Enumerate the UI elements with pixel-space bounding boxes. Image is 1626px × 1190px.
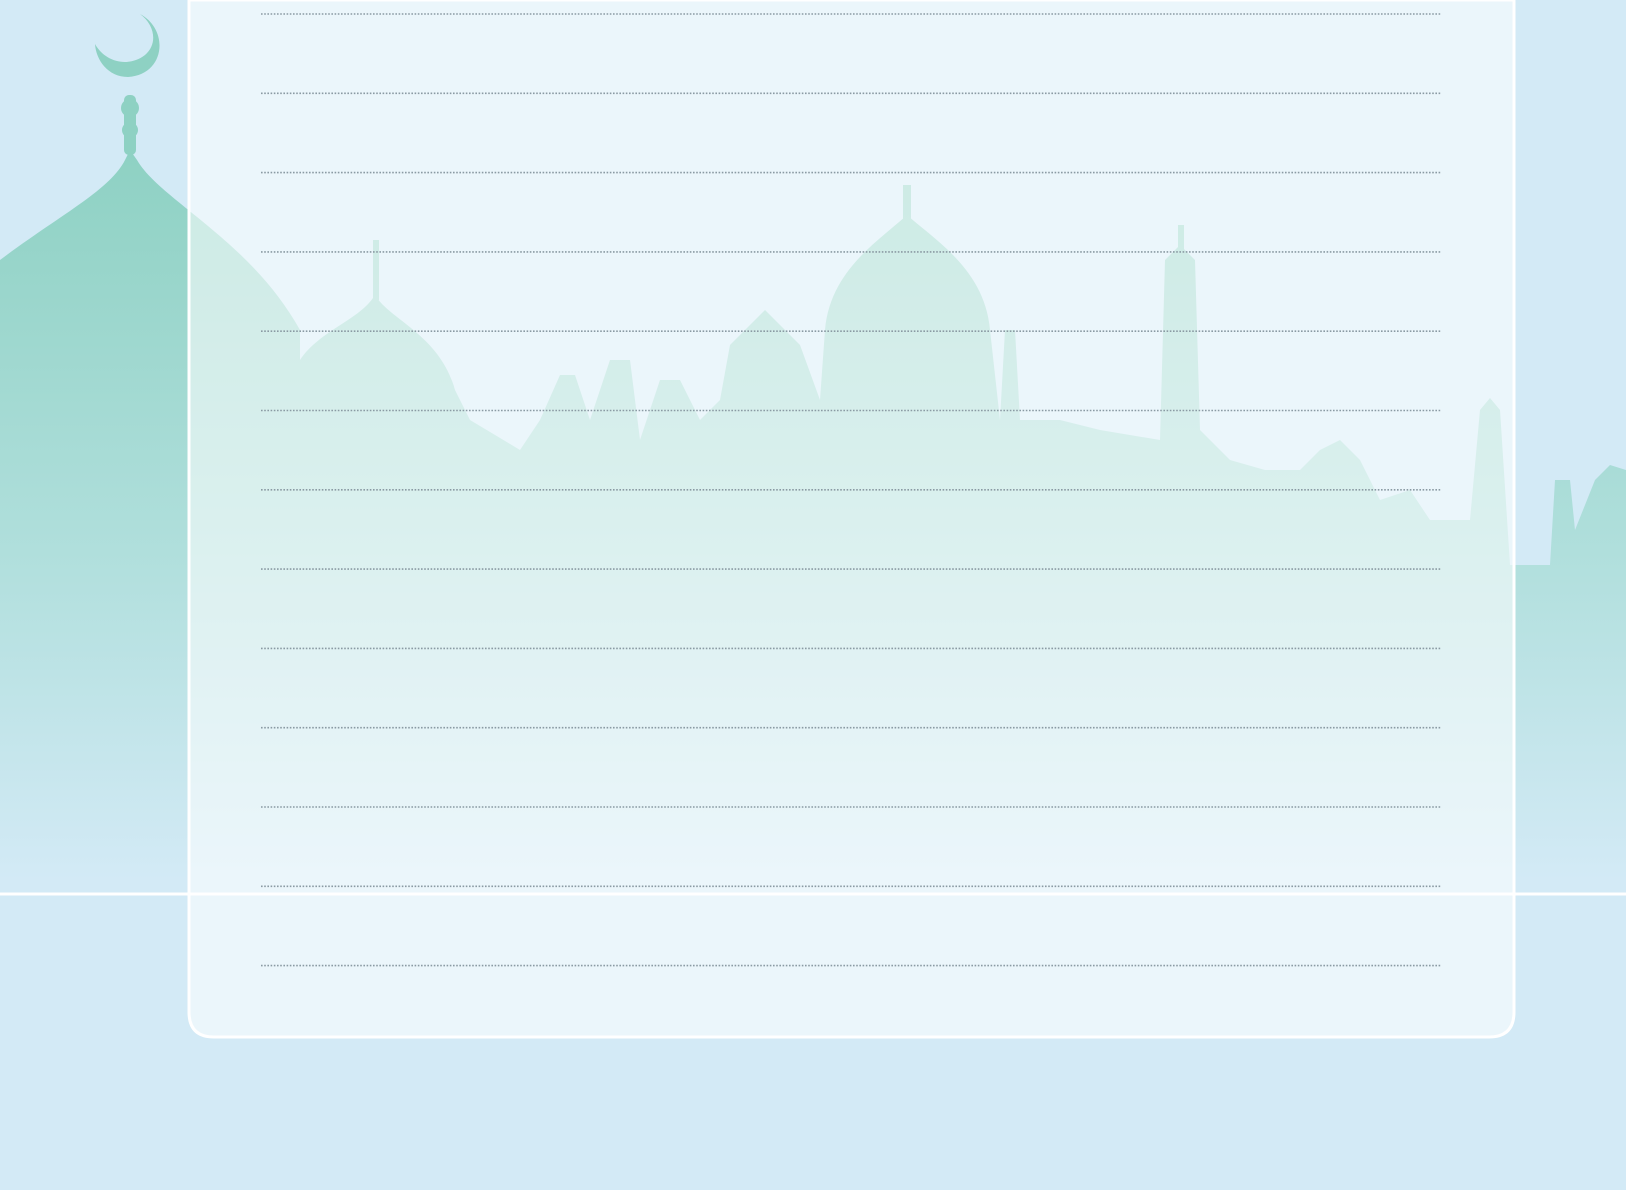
ruled-lines xyxy=(261,13,1441,967)
writing-panel xyxy=(187,0,1516,1039)
